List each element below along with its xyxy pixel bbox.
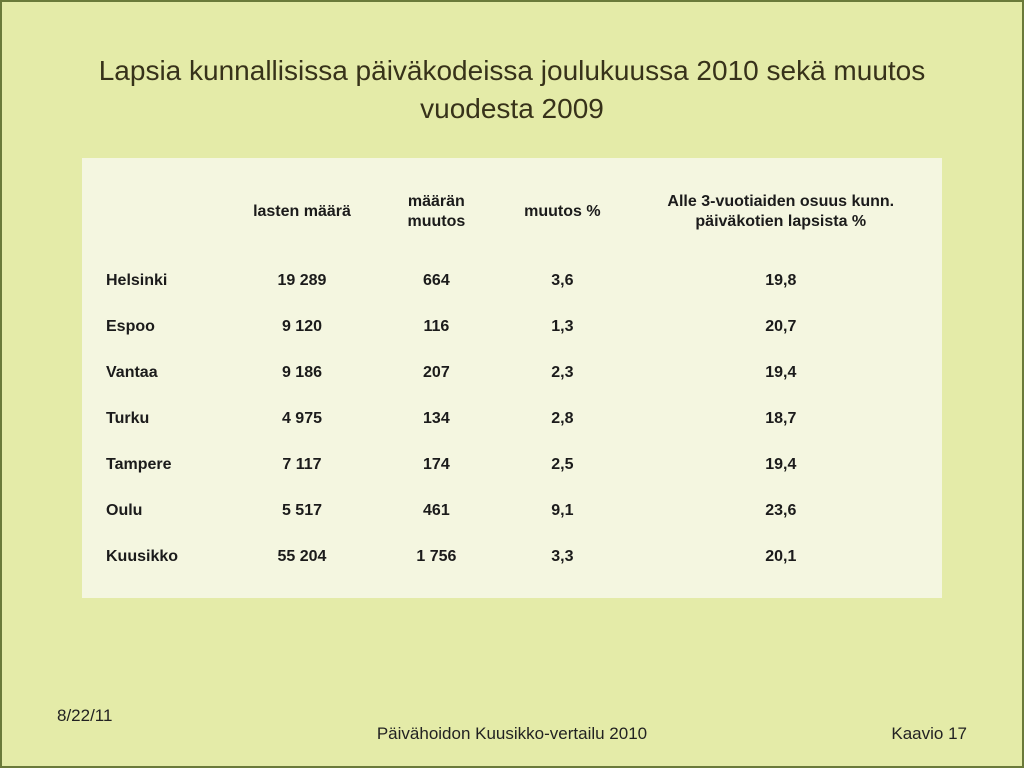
col-header-change: määrän muutos	[378, 178, 496, 258]
data-table: lasten määrä määrän muutos muutos % Alle…	[92, 178, 932, 580]
table-row: Tampere 7 117 174 2,5 19,4	[92, 442, 932, 488]
table-row: Turku 4 975 134 2,8 18,7	[92, 396, 932, 442]
cell-under3: 20,1	[630, 534, 932, 580]
col-header-change-pct: muutos %	[495, 178, 629, 258]
row-label: Turku	[92, 396, 226, 442]
table-row: Oulu 5 517 461 9,1 23,6	[92, 488, 932, 534]
cell-change: 134	[378, 396, 496, 442]
footer-page: Kaavio 17	[891, 724, 967, 744]
row-label: Tampere	[92, 442, 226, 488]
cell-under3: 18,7	[630, 396, 932, 442]
col-header-under3: Alle 3-vuotiaiden osuus kunn. päiväkotie…	[630, 178, 932, 258]
table-row: Kuusikko 55 204 1 756 3,3 20,1	[92, 534, 932, 580]
slide-title: Lapsia kunnallisissa päiväkodeissa joulu…	[52, 52, 972, 128]
cell-change: 461	[378, 488, 496, 534]
row-label: Vantaa	[92, 350, 226, 396]
cell-count: 4 975	[226, 396, 377, 442]
cell-change-pct: 2,3	[495, 350, 629, 396]
cell-count: 19 289	[226, 258, 377, 304]
cell-change-pct: 1,3	[495, 304, 629, 350]
cell-change: 174	[378, 442, 496, 488]
cell-change-pct: 2,8	[495, 396, 629, 442]
table-header-row: lasten määrä määrän muutos muutos % Alle…	[92, 178, 932, 258]
table-row: Helsinki 19 289 664 3,6 19,8	[92, 258, 932, 304]
cell-change: 116	[378, 304, 496, 350]
cell-count: 55 204	[226, 534, 377, 580]
slide: Lapsia kunnallisissa päiväkodeissa joulu…	[0, 0, 1024, 768]
cell-change: 1 756	[378, 534, 496, 580]
footer-title: Päivähoidon Kuusikko-vertailu 2010	[57, 724, 967, 744]
col-header-count: lasten määrä	[226, 178, 377, 258]
cell-change: 664	[378, 258, 496, 304]
row-label: Espoo	[92, 304, 226, 350]
row-label: Helsinki	[92, 258, 226, 304]
cell-change-pct: 3,3	[495, 534, 629, 580]
cell-under3: 19,4	[630, 442, 932, 488]
cell-count: 9 186	[226, 350, 377, 396]
cell-change-pct: 2,5	[495, 442, 629, 488]
data-table-container: lasten määrä määrän muutos muutos % Alle…	[82, 158, 942, 598]
row-label: Oulu	[92, 488, 226, 534]
cell-count: 7 117	[226, 442, 377, 488]
cell-change-pct: 3,6	[495, 258, 629, 304]
cell-count: 9 120	[226, 304, 377, 350]
cell-under3: 23,6	[630, 488, 932, 534]
cell-change: 207	[378, 350, 496, 396]
cell-under3: 19,4	[630, 350, 932, 396]
cell-change-pct: 9,1	[495, 488, 629, 534]
cell-under3: 19,8	[630, 258, 932, 304]
row-label: Kuusikko	[92, 534, 226, 580]
table-row: Vantaa 9 186 207 2,3 19,4	[92, 350, 932, 396]
col-header-blank	[92, 178, 226, 258]
cell-count: 5 517	[226, 488, 377, 534]
cell-under3: 20,7	[630, 304, 932, 350]
table-row: Espoo 9 120 116 1,3 20,7	[92, 304, 932, 350]
footer-date: 8/22/11	[57, 706, 112, 726]
slide-footer: 8/22/11 Päivähoidon Kuusikko-vertailu 20…	[2, 724, 1022, 744]
